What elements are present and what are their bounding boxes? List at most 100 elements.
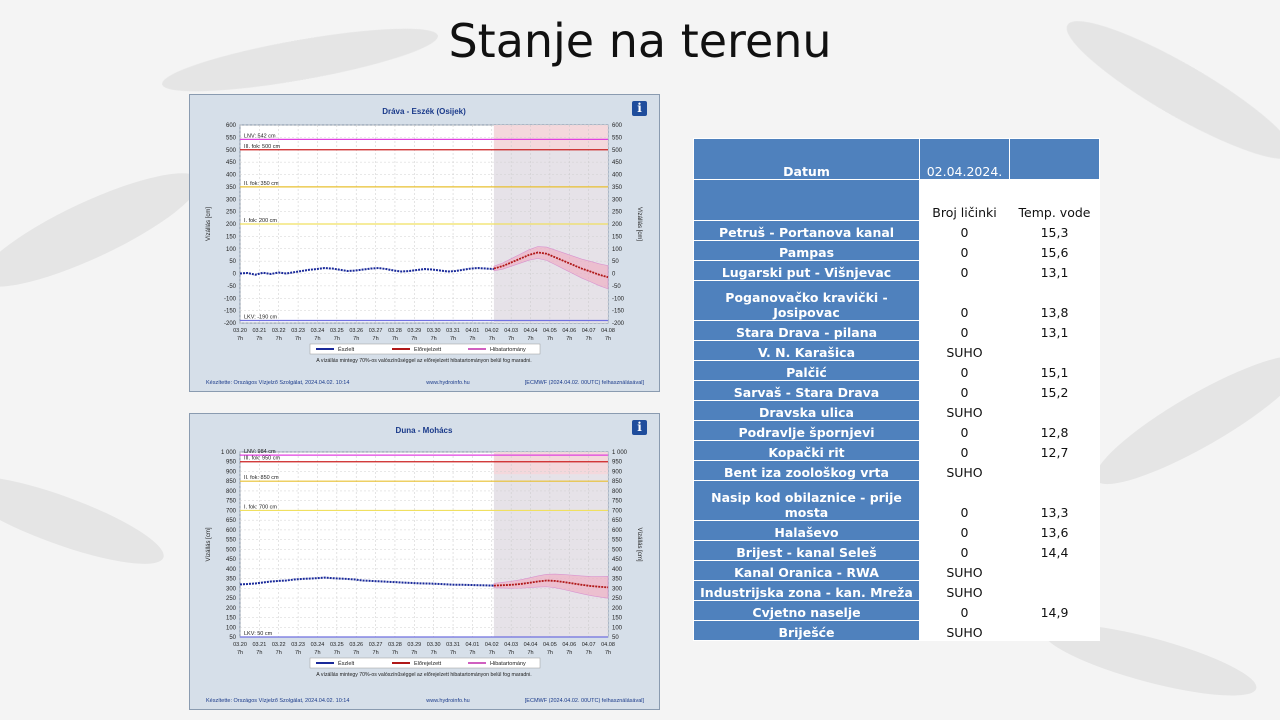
x-tick-sublabel: 7h (314, 650, 320, 656)
x-tick-label: 04.05 (543, 642, 557, 648)
x-tick-sublabel: 7h (469, 336, 475, 342)
y-tick-left: 450 (226, 160, 237, 166)
y-tick-right: 850 (612, 479, 623, 485)
x-tick-sublabel: 7h (392, 336, 398, 342)
location-cell: Kanal Oranica - RWA (693, 560, 920, 581)
larvae-count-cell: 0 (919, 600, 1010, 621)
larvae-count-cell: SUHO (919, 560, 1010, 581)
x-tick-sublabel: 7h (566, 650, 572, 656)
x-tick-label: 03.21 (252, 642, 266, 648)
table-row: Nasip kod obilaznice - prije mosta 0 13,3 (693, 480, 1100, 521)
y-tick-right: 700 (612, 508, 623, 514)
table-row: V. N. Karašica SUHO (693, 340, 1100, 361)
x-tick-label: 03.25 (330, 642, 344, 648)
threshold-label: III. fok: 500 cm (244, 144, 280, 150)
hydrograph-drava-svg: Dráva - Eszék (Osijek) 03.20 7h 03.21 7h 03.2… (206, 107, 644, 386)
x-tick-sublabel: 7h (237, 336, 243, 342)
location-cell: Sarvaš - Stara Drava (693, 380, 920, 401)
x-tick-label: 03.26 (349, 328, 363, 334)
x-tick-sublabel: 7h (334, 336, 340, 342)
larvae-count-cell: 0 (919, 360, 1010, 381)
threshold-label: LNV: 984 cm (244, 449, 276, 455)
legend-label: Előrejelzett (414, 347, 442, 353)
y-tick-right: 650 (612, 518, 623, 524)
y-tick-left: 0 (233, 272, 237, 278)
x-tick-label: 03.27 (369, 328, 383, 334)
y-tick-right: 400 (612, 567, 623, 573)
y-axis-label-right: Vízállás [cm] (636, 527, 642, 561)
table-row: Petruš - Portanova kanal 0 15,3 (693, 220, 1100, 241)
y-tick-right: 300 (612, 197, 623, 203)
y-tick-right: 400 (612, 173, 623, 179)
forecast-error-band (493, 573, 609, 599)
y-tick-left: 350 (226, 185, 237, 191)
threshold-label: LNV: 542 cm (244, 133, 276, 139)
y-tick-right: 0 (612, 272, 616, 278)
chart-note: A vízállás mintegy 70%-os valószínűségge… (316, 358, 531, 364)
x-tick-label: 04.07 (582, 642, 596, 648)
table-row: Palčić 0 15,1 (693, 360, 1100, 381)
water-temp-cell: 12,8 (1009, 420, 1100, 441)
table-row: Lugarski put - Višnjevac 0 13,1 (693, 260, 1100, 281)
y-tick-right: -50 (612, 284, 621, 290)
x-tick-label: 03.20 (233, 328, 247, 334)
x-tick-sublabel: 7h (489, 650, 495, 656)
x-tick-sublabel: 7h (566, 336, 572, 342)
legend-label: Észlelt (338, 660, 355, 667)
x-tick-sublabel: 7h (508, 336, 514, 342)
y-tick-left: 600 (226, 528, 237, 534)
larvae-count-cell: 0 (919, 320, 1010, 341)
y-tick-right: -100 (612, 296, 625, 302)
y-tick-right: 800 (612, 489, 623, 495)
water-temp-cell: 15,3 (1009, 220, 1100, 241)
y-tick-right: 1 000 (612, 450, 628, 456)
y-tick-left: 200 (226, 606, 237, 612)
x-tick-label: 03.30 (427, 642, 441, 648)
x-tick-label: 03.22 (272, 328, 286, 334)
larvae-count-cell: 0 (919, 420, 1010, 441)
table-row: Bent iza zoološkog vrta SUHO (693, 460, 1100, 481)
water-temp-cell (1009, 560, 1100, 581)
x-tick-label: 03.25 (330, 328, 344, 334)
header-date-label: Datum (693, 138, 920, 180)
x-tick-sublabel: 7h (508, 650, 514, 656)
threshold-label: LKV: -190 cm (244, 315, 278, 321)
y-tick-left: 150 (226, 616, 237, 622)
y-tick-right: 600 (612, 123, 623, 129)
x-tick-label: 03.31 (446, 328, 460, 334)
y-tick-left: 850 (226, 479, 237, 485)
y-tick-left: 300 (226, 197, 237, 203)
forecast-region-top (493, 452, 608, 475)
x-tick-label: 04.03 (504, 328, 518, 334)
x-tick-label: 04.02 (485, 328, 499, 334)
info-icon[interactable]: i (632, 420, 647, 435)
x-tick-label: 03.24 (311, 642, 325, 648)
forecast-series (493, 251, 609, 279)
water-temp-cell (1009, 620, 1100, 641)
x-tick-sublabel: 7h (586, 650, 592, 656)
water-temp-cell: 13,6 (1009, 520, 1100, 541)
location-cell: Podravlje špornjevi (693, 420, 920, 441)
observed-series (239, 576, 494, 587)
larvae-count-cell: SUHO (919, 580, 1010, 601)
y-tick-left: 900 (226, 469, 237, 475)
x-tick-sublabel: 7h (411, 650, 417, 656)
y-tick-right: 100 (612, 247, 623, 253)
y-tick-right: 550 (612, 538, 623, 544)
x-tick-label: 03.21 (252, 328, 266, 334)
x-tick-label: 03.26 (349, 642, 363, 648)
x-tick-label: 04.04 (524, 642, 538, 648)
larvae-count-cell: 0 (919, 260, 1010, 281)
location-cell: Briješće (693, 620, 920, 641)
legend-label: Hibatartomány (490, 661, 526, 667)
x-tick-sublabel: 7h (353, 336, 359, 342)
threshold-label: II. fok: 850 cm (244, 475, 279, 481)
table-row: Kopački rit 0 12,7 (693, 440, 1100, 461)
threshold-label: LKV: 50 cm (244, 631, 273, 637)
location-cell: Palčić (693, 360, 920, 381)
larvae-count-cell: 0 (919, 240, 1010, 261)
info-icon[interactable]: i (632, 101, 647, 116)
y-axis-label-left: Vízállás [cm] (206, 207, 212, 241)
footer-author: Készítette: Országos Vízjelző Szolgálat,… (206, 380, 349, 386)
